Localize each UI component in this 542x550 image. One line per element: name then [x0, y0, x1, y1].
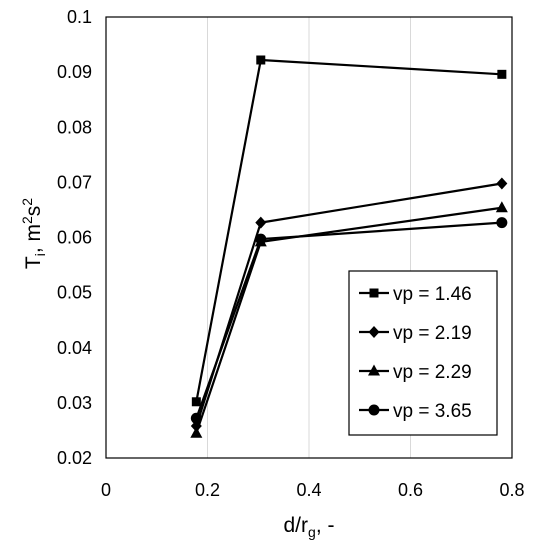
x-axis-title-main: d/r	[284, 514, 309, 537]
legend-item: vp = 1.46	[359, 284, 472, 305]
x-tick-label: 0	[101, 480, 111, 500]
data-point	[256, 55, 266, 65]
legend-label: vp = 2.29	[393, 362, 472, 383]
y-axis-title-sup1: 2	[19, 216, 35, 224]
y-tick-label: 0.06	[57, 228, 92, 248]
data-point	[255, 233, 267, 245]
y-tick-label: 0.02	[57, 448, 92, 468]
y-tick-label: 0.03	[57, 393, 92, 413]
x-axis-title-suffix: , -	[316, 514, 335, 537]
data-point	[255, 216, 267, 229]
plot-area-frame	[105, 16, 513, 459]
data-point	[190, 426, 203, 438]
y-axis-title-main: T	[22, 256, 45, 269]
data-point	[495, 201, 508, 213]
y-tick-label: 0.07	[57, 172, 92, 192]
data-point	[497, 69, 507, 79]
x-axis-title: d/rg, -	[284, 514, 335, 540]
series-1	[191, 55, 507, 407]
data-point	[496, 177, 508, 190]
x-tick-label: 0.6	[398, 480, 423, 500]
x-tick-label: 0.2	[195, 480, 220, 500]
legend-marker	[368, 404, 380, 416]
legend-item: vp = 3.65	[359, 401, 472, 422]
y-axis-title-units-s: s	[22, 206, 45, 217]
y-tick-label: 0.1	[67, 7, 92, 27]
y-tick-label: 0.08	[57, 117, 92, 137]
y-axis-title-subscript: i	[32, 253, 48, 256]
legend-marker	[368, 326, 380, 338]
y-tick-label: 0.09	[57, 62, 92, 82]
x-tick-label: 0.4	[296, 480, 321, 500]
tick-labels: 0 0.2 0.4 0.6 0.8 0.02 0.03 0.04 0.05 0.06 0.07 0.0…	[57, 7, 525, 500]
legend-label: vp = 1.46	[393, 284, 472, 305]
data-point	[190, 412, 202, 424]
y-tick-label: 0.05	[57, 283, 92, 303]
x-axis-title-subscript: g	[308, 524, 316, 540]
y-tick-label: 0.04	[57, 338, 92, 358]
y-axis-title: Ti, m2s2	[19, 198, 48, 269]
legend-marker	[369, 288, 379, 298]
x-tick-label: 0.8	[499, 480, 524, 500]
legend-label: vp = 2.19	[393, 323, 472, 344]
data-series	[190, 55, 508, 438]
series-4	[190, 217, 508, 424]
y-axis-title-sup2: 2	[19, 198, 35, 206]
legend-item: vp = 2.19	[359, 323, 472, 344]
data-point	[191, 397, 201, 407]
legend-label: vp = 3.65	[393, 401, 472, 422]
legend-item: vp = 2.29	[359, 362, 472, 383]
data-point	[496, 217, 508, 229]
legend: vp = 1.46 vp = 2.19 vp = 2.29 vp = 3.65	[348, 270, 498, 436]
legend-marker	[368, 364, 380, 376]
y-axis-title-units: , m	[22, 224, 45, 253]
